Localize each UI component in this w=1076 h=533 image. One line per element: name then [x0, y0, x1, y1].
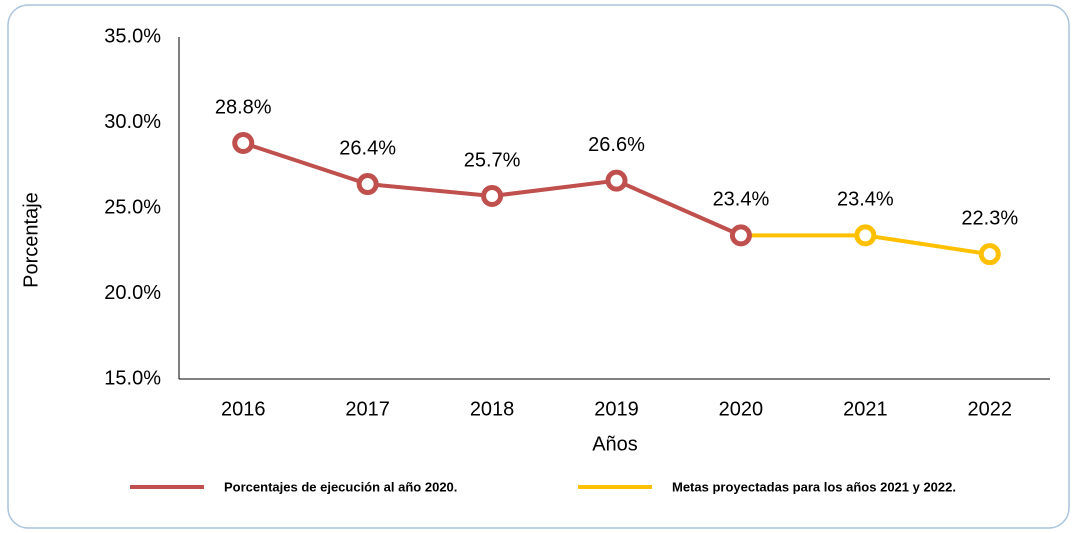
legend-label: Metas proyectadas para los años 2021 y 2…	[672, 479, 956, 494]
x-tick-label: 2021	[843, 398, 888, 420]
marker	[605, 169, 628, 192]
data-label: 25.7%	[464, 149, 521, 171]
x-tick-label: 2019	[594, 398, 639, 420]
marker	[854, 224, 877, 247]
y-axis-label: Porcentaje	[20, 192, 42, 288]
data-label: 26.4%	[339, 137, 396, 159]
x-axis-label: Años	[592, 433, 638, 455]
chart-frame	[7, 4, 1070, 529]
x-tick-label: 2017	[345, 398, 390, 420]
data-label: 28.8%	[215, 96, 272, 118]
y-tick-label: 30.0%	[104, 111, 161, 133]
data-label: 22.3%	[961, 207, 1018, 229]
data-label: 26.6%	[588, 134, 645, 156]
data-label: 23.4%	[713, 189, 770, 211]
marker	[232, 132, 255, 155]
x-tick-label: 2016	[221, 398, 266, 420]
marker	[978, 243, 1001, 266]
legend-label: Porcentajes de ejecución al año 2020.	[224, 479, 457, 494]
data-label: 23.4%	[837, 189, 894, 211]
y-tick-label: 35.0%	[104, 25, 161, 47]
y-tick-label: 25.0%	[104, 196, 161, 218]
x-tick-label: 2022	[968, 398, 1013, 420]
x-tick-label: 2020	[719, 398, 764, 420]
marker	[729, 224, 752, 247]
marker	[481, 185, 504, 208]
y-tick-label: 20.0%	[104, 282, 161, 304]
marker	[356, 173, 379, 196]
x-tick-label: 2018	[470, 398, 515, 420]
y-tick-label: 15.0%	[104, 367, 161, 389]
